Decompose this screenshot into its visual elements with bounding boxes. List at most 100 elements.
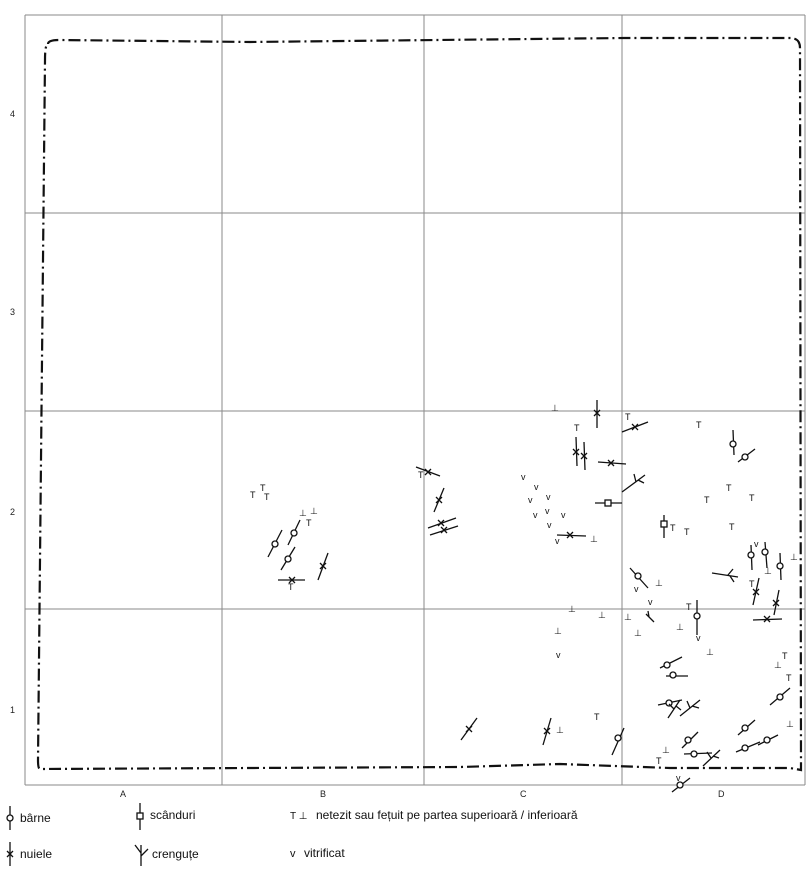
netezit-marker: T: [684, 527, 690, 537]
netezit-marker: ⊥: [590, 534, 598, 544]
barna: [761, 541, 769, 569]
legend-vitrificat-symbol: v: [290, 848, 296, 860]
crengute-finds: [621, 473, 739, 767]
barna: [280, 546, 296, 571]
legend-vitrificat-label: vitrificat: [304, 846, 345, 860]
legend-netezit-label: netezit sau fețuit pe partea superioară …: [316, 808, 578, 822]
netezit-markers: T T T ⊥ ⊥ T T T ⊥ T T ⊥ T T T T T T T ⊥ …: [250, 403, 798, 766]
crenguta: [711, 568, 739, 583]
nuia: [772, 589, 780, 616]
netezit-marker: ⊥: [774, 660, 782, 670]
netezit-marker: T: [704, 495, 710, 505]
barna: [681, 731, 699, 749]
nuia: [415, 466, 441, 477]
nuia: [460, 717, 478, 741]
barna: [769, 687, 791, 706]
netezit-marker: T: [670, 523, 676, 533]
nuia: [278, 576, 305, 584]
barna: [757, 734, 779, 746]
barna: [776, 552, 784, 581]
nuiele-finds: [278, 400, 783, 746]
netezit-marker: T: [288, 582, 294, 592]
netezit-marker: ⊥: [598, 610, 606, 620]
nuia: [433, 487, 445, 513]
barna: [611, 727, 625, 756]
crenguta: [702, 749, 721, 767]
vitrificat-marker: v: [634, 584, 639, 594]
vitrificat-marker: v: [648, 597, 653, 607]
legend: bârne scânduri T ⊥ netezit sau fețuit pe…: [6, 803, 578, 866]
legend-scanduri: [136, 803, 144, 830]
col-label-c: C: [520, 789, 527, 799]
col-label-a: A: [120, 789, 126, 799]
nuia: [542, 717, 552, 746]
barna: [737, 719, 756, 736]
netezit-marker: ⊥: [551, 403, 559, 413]
vitrificat-marker: v: [561, 510, 566, 520]
netezit-marker: T: [306, 518, 312, 528]
netezit-marker: T: [260, 483, 266, 493]
barna: [629, 567, 649, 589]
nuia: [429, 525, 459, 536]
nuia: [556, 531, 587, 539]
vitrificat-markers: v v v v v v v v v v v v v v v: [521, 472, 759, 783]
barna: [737, 448, 756, 463]
vitrificat-marker: v: [754, 539, 759, 549]
legend-crengute-label: crenguțe: [152, 847, 199, 861]
legend-nuiele: [6, 842, 14, 866]
vitrificat-marker: v: [545, 506, 550, 516]
row-label-2: 2: [10, 507, 15, 517]
vitrificat-marker: v: [555, 536, 560, 546]
barna: [287, 519, 301, 546]
netezit-marker: T: [696, 420, 702, 430]
column-labels: A B C D: [120, 789, 725, 799]
netezit-marker: ⊥: [554, 626, 562, 636]
barna: [671, 777, 691, 793]
netezit-marker: T: [749, 579, 755, 589]
legend-barne: [6, 806, 14, 830]
scanduri-finds: [595, 499, 668, 538]
legend-nuiele-label: nuiele: [20, 847, 52, 861]
barne-finds: [267, 429, 791, 793]
nuia: [621, 421, 649, 433]
netezit-marker: ⊥: [676, 622, 684, 632]
netezit-marker: ⊥: [786, 719, 794, 729]
row-labels: 4 3 2 1: [10, 109, 15, 715]
barna: [659, 656, 683, 669]
scandura: [660, 515, 668, 538]
col-label-b: B: [320, 789, 326, 799]
netezit-marker: ⊥: [662, 745, 670, 755]
netezit-marker: T: [418, 470, 424, 480]
nuia: [572, 436, 580, 467]
crenguta: [679, 699, 701, 717]
netezit-marker: T: [250, 490, 256, 500]
netezit-marker: ⊥: [310, 506, 318, 516]
netezit-marker: ⊥: [764, 566, 772, 576]
row-label-4: 4: [10, 109, 15, 119]
scandura: [595, 499, 622, 507]
nuia: [593, 400, 601, 428]
barna: [735, 741, 761, 753]
nuia: [597, 459, 627, 467]
vitrificat-marker: v: [547, 520, 552, 530]
netezit-marker: T: [686, 602, 692, 612]
excavation-boundary: [36, 36, 803, 772]
legend-scanduri-label: scânduri: [150, 808, 195, 822]
netezit-marker: ⊥: [790, 552, 798, 562]
vitrificat-marker: v: [696, 633, 701, 643]
netezit-marker: ⊥: [299, 508, 307, 518]
nuia: [752, 615, 783, 623]
vitrificat-marker: v: [546, 492, 551, 502]
vitrificat-marker: v: [533, 510, 538, 520]
netezit-marker: T: [782, 651, 788, 661]
netezit-marker: T: [625, 412, 631, 422]
vitrificat-marker: v: [676, 773, 681, 783]
barna: [729, 429, 737, 456]
row-label-3: 3: [10, 307, 15, 317]
barna: [747, 544, 755, 571]
barna: [693, 600, 701, 635]
grid-lines: [24, 14, 806, 786]
nuia: [580, 441, 588, 471]
netezit-marker: T: [726, 483, 732, 493]
